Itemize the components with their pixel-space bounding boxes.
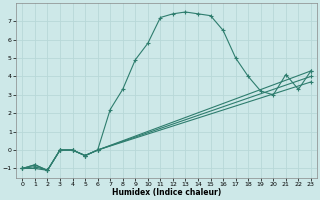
X-axis label: Humidex (Indice chaleur): Humidex (Indice chaleur) (112, 188, 221, 197)
